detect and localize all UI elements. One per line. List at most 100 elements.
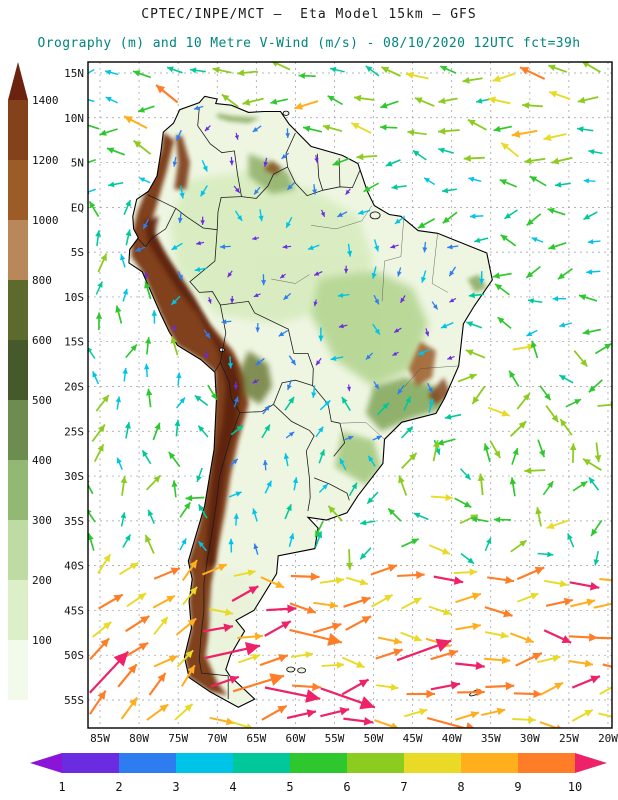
wind-arrow-head (258, 215, 264, 222)
wind-arrow-head (468, 176, 475, 182)
wind-arrow-head (390, 683, 399, 691)
wind-arrow-head (469, 213, 476, 219)
wind-arrow-head (181, 538, 187, 545)
wind-arrow-head (108, 181, 115, 188)
orography-colorbar-label: 500 (32, 394, 52, 407)
wind-arrow-head (365, 354, 371, 360)
wind-arrow-head (122, 368, 128, 374)
country-border (147, 194, 176, 209)
island-trinidad (282, 110, 290, 116)
wind-arrow-head (539, 449, 546, 458)
wind-arrow-shaft (593, 602, 612, 609)
wind-arrow-head (471, 592, 481, 601)
lake-titicaca (218, 347, 225, 352)
wind-arrow-head (424, 331, 430, 337)
wind-arrow-head (488, 96, 496, 104)
orography-colorbar-segment (8, 340, 28, 400)
wind-arrow-head (178, 274, 183, 281)
wind-arrow-head (589, 633, 598, 642)
wind-arrow-head (478, 278, 485, 285)
wind-arrow-head (586, 269, 593, 275)
wind-colorbar-label: 3 (172, 780, 179, 794)
terrain-patch (365, 377, 444, 432)
wind-arrow-head (417, 222, 426, 229)
wind-arrow-head (270, 98, 278, 105)
wind-arrow-head (448, 649, 458, 658)
wind-arrow-head (308, 245, 314, 250)
wind-arrow-head (198, 425, 205, 432)
wind-arrow-head (105, 69, 112, 75)
wind-arrow-head (583, 178, 589, 184)
wind-arrow-head (469, 568, 478, 576)
wind-arrow-head (528, 716, 536, 724)
wind-arrow-head (432, 304, 438, 310)
wind-arrow-head (421, 276, 427, 283)
wind-arrow-head (509, 370, 516, 378)
wind-arrow-head (476, 98, 483, 104)
wind-arrow-head (314, 158, 319, 163)
wind-arrow-head (531, 237, 538, 243)
wind-arrow-head (493, 516, 501, 523)
wind-arrow-head (391, 184, 398, 190)
wind-arrow-head (534, 566, 545, 575)
wind-arrow-head (166, 595, 175, 603)
wind-arrow-head (281, 154, 287, 159)
wind-arrow-head (113, 594, 123, 603)
wind-arrow-head (529, 176, 538, 183)
wind-arrow-head (376, 435, 382, 441)
lon-tick-label: 35W (481, 732, 501, 745)
wind-colorbar-arrow-high (575, 753, 607, 773)
wind-arrow-head (143, 223, 148, 230)
wind-arrow-head (543, 133, 552, 142)
wind-arrow-head (392, 351, 398, 356)
wind-arrow-head (285, 133, 290, 138)
wind-colorbar-label: 9 (514, 780, 521, 794)
wind-arrow-head (563, 597, 573, 606)
wind-arrow-head (101, 395, 109, 403)
wind-arrow-head (252, 236, 257, 241)
wind-arrow-head (92, 371, 98, 378)
wind-arrow-head (277, 705, 287, 714)
wind-arrow-head (171, 299, 177, 305)
wind-arrow-head (255, 327, 260, 333)
wind-arrow-head (89, 201, 96, 209)
wind-arrow-head (99, 129, 107, 136)
wind-arrow-head (548, 243, 556, 250)
wind-arrow-head (172, 161, 178, 167)
wind-arrow-head (124, 116, 133, 124)
lon-tick-label: 25W (559, 732, 579, 745)
island-marajo (369, 211, 381, 220)
wind-arrow-head (223, 623, 233, 633)
country-border (220, 304, 227, 363)
wind-arrow-head (172, 327, 177, 332)
wind-arrow-head (262, 459, 268, 465)
wind-arrow-head (348, 435, 354, 441)
wind-arrow-head (546, 522, 555, 530)
lon-tick-label: 50W (364, 732, 384, 745)
wind-arrow-head (530, 592, 539, 600)
wind-arrow-head (381, 66, 390, 74)
wind-arrow-head (310, 572, 320, 581)
wind-arrow-head (590, 675, 600, 684)
wind-arrow-head (133, 70, 141, 77)
wind-arrow-head (306, 709, 316, 718)
wind-arrow-head (580, 481, 588, 488)
country-border (214, 361, 241, 413)
wind-colorbar-arrow-low (30, 753, 62, 773)
wind-arrow-head (225, 717, 235, 726)
wind-arrow-head (234, 135, 239, 140)
lat-tick-label: 50S (64, 649, 84, 662)
wind-arrow-head (398, 475, 405, 484)
wind-arrow-head (318, 426, 324, 433)
wind-arrow-head (337, 292, 344, 298)
orography-colorbar-segment (8, 640, 28, 700)
lon-tick-label: 60W (285, 732, 305, 745)
wind-arrow-head (393, 637, 402, 645)
wind-arrow-head (418, 350, 424, 356)
island-falkland-west (286, 666, 296, 673)
wind-arrow-head (526, 331, 533, 336)
country-border (312, 385, 340, 424)
wind-arrow-head (393, 648, 403, 657)
wind-arrow-head (179, 192, 185, 199)
wind-arrow-head (145, 534, 152, 543)
